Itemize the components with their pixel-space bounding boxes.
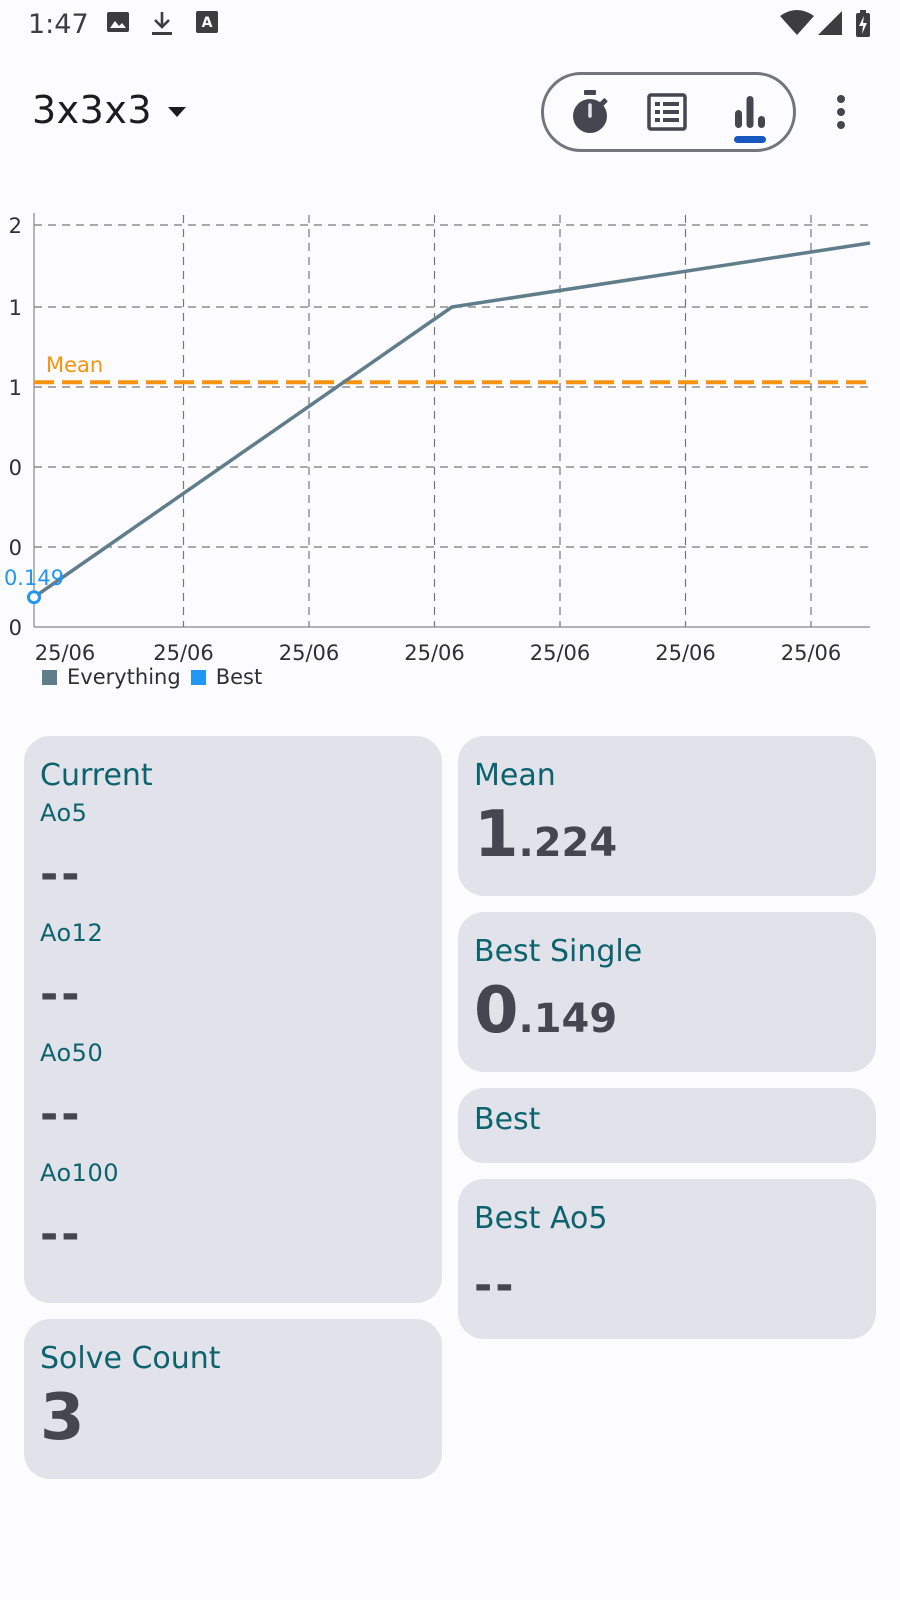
puzzle-selector[interactable]: 3x3x3 [32, 88, 187, 132]
mean-label: Mean [46, 353, 103, 377]
more-vert-dot [837, 121, 845, 129]
download-icon [150, 10, 174, 40]
more-options-button[interactable] [826, 92, 856, 132]
card-title: Best [474, 1102, 541, 1137]
y-tick-label: 0 [9, 456, 22, 480]
solve-count-number: 3 [40, 1381, 85, 1455]
statistics-chart: 2 1 1 0 0 0 25/06 25/06 25/06 25/06 25/06 25/06 25/0… [0, 195, 900, 695]
x-tick-label: 25/06 [153, 641, 214, 665]
best-single-int: 0 [474, 974, 519, 1048]
best-ao5-value: -- [474, 1260, 517, 1311]
card-title: Current [40, 758, 153, 793]
x-tick-label: 25/06 [35, 641, 96, 665]
x-tick-label: 25/06 [279, 641, 340, 665]
ao100-label: Ao100 [40, 1159, 119, 1187]
legend-swatch [42, 669, 57, 685]
text-icon: A [196, 10, 218, 38]
best-ao5-card: Best Ao5 -- [458, 1179, 876, 1339]
y-tick-label: 0 [9, 536, 22, 560]
more-vert-dot [837, 108, 845, 116]
series-line-everything [33, 241, 871, 599]
svg-text:A: A [202, 15, 213, 31]
selected-tab-indicator [734, 136, 766, 143]
status-bar: 1:47 A [0, 0, 900, 50]
timer-tab[interactable] [564, 89, 616, 139]
wifi-icon [780, 10, 814, 40]
best-point [27, 590, 41, 605]
signal-icon [818, 10, 842, 40]
card-title: Best Single [474, 934, 643, 969]
card-title: Best Ao5 [474, 1201, 608, 1236]
card-title: Solve Count [40, 1341, 221, 1376]
mean-int: 1 [474, 798, 519, 872]
ao50-value: -- [40, 1089, 83, 1140]
x-tick-label: 25/06 [404, 641, 465, 665]
card-title: Mean [474, 758, 556, 793]
more-vert-icon [837, 95, 845, 103]
best-point-label: 0.149 [4, 566, 64, 590]
stopwatch-icon [569, 89, 611, 139]
y-tick-label: 1 [9, 376, 22, 400]
solve-count-value: 3 [40, 1386, 426, 1450]
ao12-value: -- [40, 969, 83, 1020]
legend-swatch [190, 669, 206, 685]
legend-item-best: Best [190, 665, 263, 689]
list-icon [647, 93, 687, 135]
legend-label: Everything [67, 665, 181, 689]
solve-count-card: Solve Count 3 [24, 1319, 442, 1479]
mean-decimals: .224 [518, 820, 618, 866]
current-averages-card: Current Ao5 -- Ao12 -- Ao50 -- Ao100 -- [24, 736, 442, 1303]
ao5-label: Ao5 [40, 799, 88, 827]
mean-value: 1.224 [474, 803, 860, 867]
chart-legend: Everything Best [42, 665, 272, 689]
ao50-label: Ao50 [40, 1039, 104, 1067]
dropdown-arrow-icon [168, 107, 187, 117]
image-icon [106, 10, 130, 38]
view-switcher [541, 72, 796, 152]
legend-item-everything: Everything [42, 665, 181, 689]
y-tick-label: 1 [9, 296, 22, 320]
ao12-label: Ao12 [40, 919, 104, 947]
x-tick-label: 25/06 [530, 641, 591, 665]
x-tick-label: 25/06 [655, 641, 716, 665]
best-single-value: 0.149 [474, 979, 860, 1043]
x-tick-label: 25/06 [781, 641, 842, 665]
best-single-card: Best Single 0.149 [458, 912, 876, 1072]
status-time: 1:47 [28, 9, 89, 40]
puzzle-label: 3x3x3 [32, 88, 153, 132]
history-tab[interactable] [641, 89, 693, 139]
best-single-decimals: .149 [518, 996, 618, 1042]
legend-label: Best [215, 665, 263, 689]
statistics-tab[interactable] [724, 89, 776, 139]
mean-card: Mean 1.224 [458, 736, 876, 896]
line-chart: 2 1 1 0 0 0 25/06 25/06 25/06 25/06 25/06 25/06 25/0… [4, 213, 871, 665]
ao5-value: -- [40, 849, 83, 900]
bar-chart-icon [732, 94, 768, 134]
ao100-value: -- [40, 1209, 83, 1260]
y-tick-label: 2 [9, 214, 22, 238]
battery-icon [855, 10, 871, 42]
y-tick-label: 0 [9, 616, 22, 640]
best-card: Best [458, 1088, 876, 1163]
